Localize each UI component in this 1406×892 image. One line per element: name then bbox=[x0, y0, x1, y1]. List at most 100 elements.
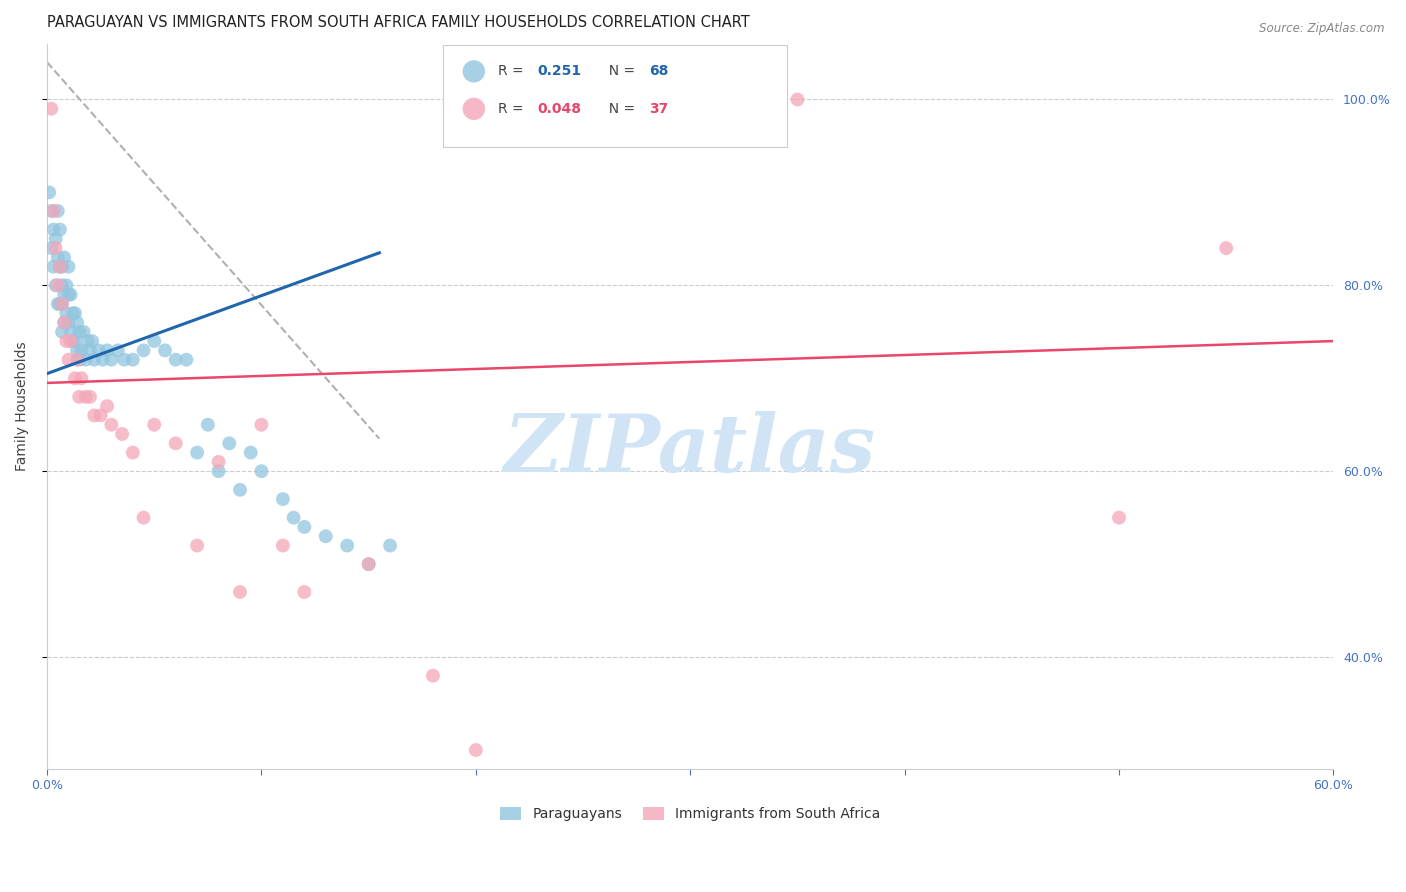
Point bbox=[46, 251, 69, 265]
Point bbox=[315, 529, 337, 543]
Point bbox=[786, 92, 808, 106]
Point bbox=[51, 325, 73, 339]
Point bbox=[59, 325, 82, 339]
Point bbox=[1215, 241, 1237, 255]
Point bbox=[51, 297, 73, 311]
Point bbox=[112, 352, 135, 367]
Point bbox=[58, 287, 80, 301]
Point bbox=[80, 334, 103, 348]
Point bbox=[176, 352, 198, 367]
Point bbox=[72, 325, 94, 339]
Point bbox=[107, 343, 129, 358]
Point bbox=[96, 343, 118, 358]
Text: R =: R = bbox=[498, 102, 527, 116]
Text: N =: N = bbox=[600, 64, 640, 78]
Point bbox=[38, 186, 60, 200]
Point bbox=[42, 260, 65, 274]
Point bbox=[59, 287, 82, 301]
Point bbox=[51, 278, 73, 293]
Point bbox=[42, 222, 65, 236]
Point bbox=[46, 297, 69, 311]
Point bbox=[49, 260, 72, 274]
Point bbox=[66, 316, 89, 330]
Point bbox=[100, 352, 122, 367]
Point bbox=[186, 539, 208, 553]
Point bbox=[70, 343, 93, 358]
Point bbox=[121, 445, 143, 459]
Point bbox=[165, 352, 187, 367]
Point bbox=[67, 390, 90, 404]
Point bbox=[70, 371, 93, 385]
Point bbox=[79, 343, 101, 358]
Point bbox=[90, 409, 112, 423]
Point bbox=[62, 334, 84, 348]
Point bbox=[51, 260, 73, 274]
Point bbox=[271, 539, 294, 553]
Point bbox=[336, 539, 359, 553]
Point bbox=[1108, 510, 1130, 524]
Point bbox=[100, 417, 122, 432]
Point bbox=[45, 241, 67, 255]
Point bbox=[292, 585, 315, 599]
Point bbox=[239, 445, 262, 459]
Point bbox=[59, 334, 82, 348]
Point bbox=[229, 585, 252, 599]
Point bbox=[67, 352, 90, 367]
Text: ZIPatlas: ZIPatlas bbox=[505, 411, 876, 489]
Point bbox=[271, 492, 294, 507]
Point bbox=[165, 436, 187, 450]
Point bbox=[53, 251, 76, 265]
Point bbox=[55, 306, 77, 320]
Point bbox=[143, 334, 166, 348]
Point bbox=[63, 306, 86, 320]
Y-axis label: Family Households: Family Households bbox=[15, 342, 30, 471]
Point bbox=[153, 343, 176, 358]
Point bbox=[250, 464, 273, 478]
Point bbox=[55, 334, 77, 348]
Point bbox=[41, 204, 63, 219]
Text: N =: N = bbox=[600, 102, 640, 116]
Point bbox=[66, 343, 89, 358]
Point bbox=[46, 278, 69, 293]
Point bbox=[207, 464, 229, 478]
Point bbox=[58, 352, 80, 367]
Text: 0.048: 0.048 bbox=[537, 102, 581, 116]
Point bbox=[41, 102, 63, 116]
Point bbox=[91, 352, 114, 367]
Point bbox=[121, 352, 143, 367]
Point bbox=[378, 539, 401, 553]
Point bbox=[250, 417, 273, 432]
Point bbox=[83, 352, 105, 367]
Point bbox=[283, 510, 305, 524]
Point bbox=[111, 427, 134, 442]
Point bbox=[53, 316, 76, 330]
Point bbox=[87, 343, 110, 358]
Point bbox=[46, 204, 69, 219]
Point bbox=[58, 260, 80, 274]
Point bbox=[422, 668, 444, 682]
Point bbox=[218, 436, 240, 450]
Point bbox=[75, 390, 97, 404]
Point bbox=[357, 557, 380, 571]
Point bbox=[58, 316, 80, 330]
Text: 68: 68 bbox=[650, 64, 669, 78]
Point bbox=[51, 297, 73, 311]
Text: Source: ZipAtlas.com: Source: ZipAtlas.com bbox=[1260, 22, 1385, 36]
Point bbox=[186, 445, 208, 459]
Point bbox=[53, 316, 76, 330]
Point bbox=[96, 399, 118, 413]
Point bbox=[83, 409, 105, 423]
Point bbox=[55, 278, 77, 293]
Point bbox=[66, 352, 89, 367]
Point bbox=[49, 297, 72, 311]
Point bbox=[207, 455, 229, 469]
Legend: Paraguayans, Immigrants from South Africa: Paraguayans, Immigrants from South Afric… bbox=[495, 802, 886, 827]
Point bbox=[62, 306, 84, 320]
Point bbox=[357, 557, 380, 571]
Point bbox=[79, 390, 101, 404]
Text: PARAGUAYAN VS IMMIGRANTS FROM SOUTH AFRICA FAMILY HOUSEHOLDS CORRELATION CHART: PARAGUAYAN VS IMMIGRANTS FROM SOUTH AFRI… bbox=[46, 15, 749, 30]
Point bbox=[67, 325, 90, 339]
Point bbox=[132, 343, 155, 358]
Point bbox=[63, 334, 86, 348]
Point bbox=[53, 287, 76, 301]
